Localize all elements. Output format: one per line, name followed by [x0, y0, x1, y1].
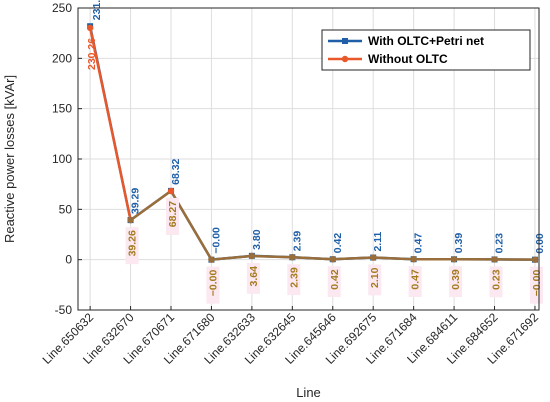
- y-axis-ticks: -50 0 50 100 150 200 250: [52, 1, 82, 317]
- data-label-without-oltc: 0.39: [450, 269, 462, 290]
- data-label-with-oltc-petri-net: −0.00: [210, 227, 222, 254]
- data-point-without-oltc: [86, 24, 94, 32]
- data-label-with-oltc-petri-net: 3.80: [251, 229, 263, 250]
- series-layer: [86, 23, 539, 263]
- y-tick-label: 100: [52, 152, 72, 166]
- data-label-without-oltc: 0.47: [410, 269, 422, 290]
- plot-frame: [77, 7, 540, 311]
- legend: With OLTC+Petri net Without OLTC: [321, 29, 531, 71]
- data-label-with-oltc-petri-net: 39.29: [130, 188, 142, 214]
- legend-box: [321, 29, 531, 71]
- data-label-with-oltc-petri-net: 2.11: [372, 232, 384, 252]
- x-axis-title: Line: [296, 385, 321, 400]
- data-label-with-oltc-petri-net: 0.42: [332, 233, 344, 254]
- legend-label: Without OLTC: [368, 52, 448, 66]
- series-line-without-oltc: [88, 26, 132, 222]
- data-label-with-oltc-petri-net: 0.23: [494, 233, 506, 254]
- data-label-without-oltc: 0.23: [491, 269, 503, 290]
- data-label-without-oltc: 3.64: [248, 266, 260, 287]
- data-label-without-oltc: 2.10: [369, 267, 381, 288]
- data-point-without-oltc: [167, 187, 175, 195]
- data-label-with-oltc-petri-net: 0.39: [453, 233, 465, 254]
- data-point-without-oltc: [370, 254, 377, 261]
- data-labels: 231.90 39.29 68.32 −0.00 3.80 2.39 0.42 2.11 0.4…: [86, 0, 546, 304]
- data-label-without-oltc: −0.00: [207, 270, 219, 297]
- data-label-without-oltc: 230.26: [86, 38, 98, 70]
- series-line-without-oltc: [331, 256, 375, 261]
- y-tick-label: 50: [59, 202, 73, 216]
- legend-marker: [342, 38, 348, 44]
- data-label-without-oltc-bg: [246, 263, 260, 294]
- y-tick-label: 250: [52, 1, 72, 15]
- series-line-without-oltc: [291, 256, 335, 261]
- legend-marker: [341, 55, 349, 63]
- data-label-without-oltc: 2.39: [288, 267, 300, 288]
- data-label-without-oltc-bg: [166, 197, 180, 235]
- data-label-without-oltc-bg: [125, 227, 139, 265]
- series-line-without-oltc: [210, 254, 254, 261]
- data-label-without-oltc: 0.42: [329, 269, 341, 290]
- y-tick-label: -50: [55, 303, 73, 317]
- data-point-without-oltc: [491, 256, 498, 263]
- data-label-without-oltc-bg: [368, 264, 382, 296]
- data-point-without-oltc: [208, 256, 215, 263]
- y-axis-title: Reactive power losses [kVAr]: [2, 75, 17, 243]
- data-label-without-oltc-bg: [206, 266, 220, 304]
- data-point-without-oltc: [450, 256, 458, 263]
- data-label-without-oltc-bg: [408, 266, 422, 297]
- data-label-without-oltc-bg: [327, 266, 341, 298]
- data-label-without-oltc: −0.00: [531, 270, 543, 297]
- data-label-without-oltc-bg: [449, 266, 463, 298]
- data-label-with-oltc-petri-net: 0.47: [413, 233, 425, 254]
- data-label-with-oltc-petri-net: 2.39: [291, 231, 303, 252]
- y-tick-label: 0: [65, 253, 72, 267]
- data-point-without-oltc: [410, 255, 417, 263]
- y-tick-label: 150: [52, 102, 72, 116]
- x-axis-ticks: Line.650632Line.632670Line.670671Line.67…: [40, 306, 541, 367]
- data-label-without-oltc-bg: [529, 266, 543, 304]
- y-tick-label: 200: [52, 51, 72, 65]
- data-label-with-oltc-petri-net: 0.00: [534, 233, 546, 254]
- series-line-without-oltc: [371, 256, 415, 261]
- data-label-without-oltc: 39.26: [127, 230, 139, 256]
- data-point-without-oltc: [329, 256, 336, 263]
- legend-label: With OLTC+Petri net: [368, 34, 484, 48]
- data-point-without-oltc: [531, 256, 539, 263]
- data-label-without-oltc-bg: [287, 264, 301, 296]
- data-label-with-oltc-petri-net: 231.90: [91, 0, 103, 20]
- data-label-without-oltc-bg: [489, 266, 503, 298]
- series-line-without-oltc: [250, 254, 294, 259]
- series-line-without-oltc: [129, 189, 173, 222]
- data-label-with-oltc-petri-net: 68.32: [170, 158, 182, 184]
- data-label-without-oltc: 68.27: [167, 201, 179, 227]
- data-point-without-oltc: [289, 254, 296, 261]
- data-point-without-oltc: [127, 216, 134, 224]
- data-point-without-oltc: [248, 252, 256, 260]
